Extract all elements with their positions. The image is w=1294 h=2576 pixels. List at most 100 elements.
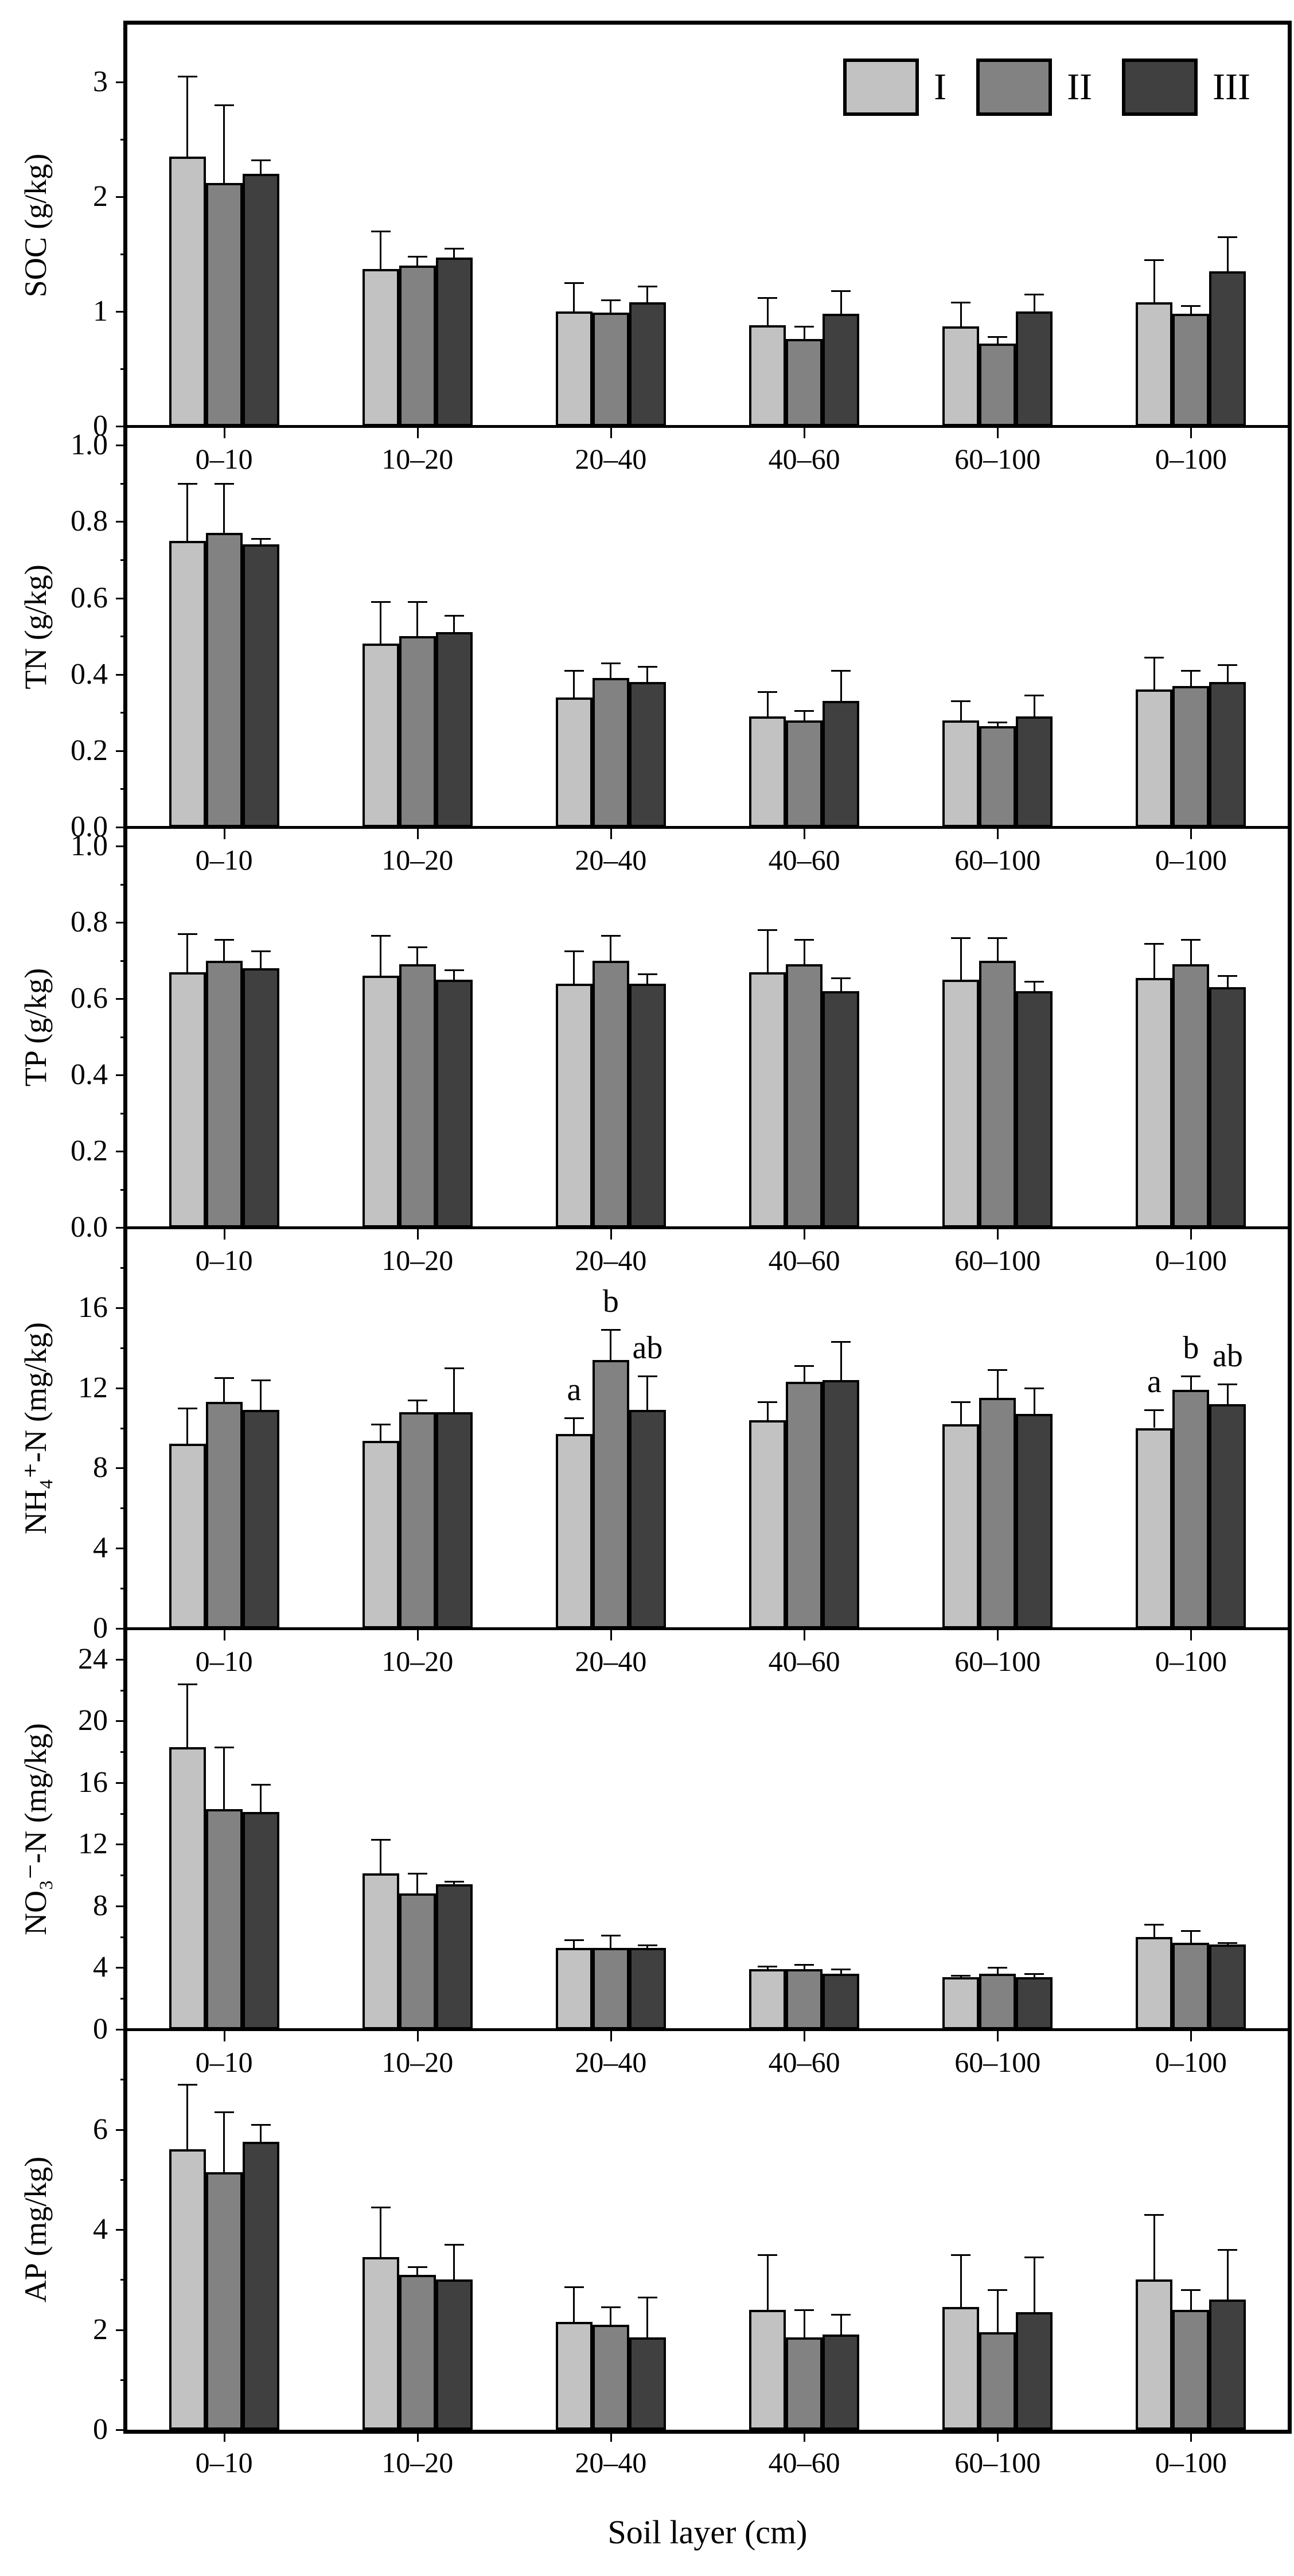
- y-axis-minor-tick: [120, 139, 127, 141]
- error-bar-cap: [831, 1341, 851, 1343]
- error-bar-cap: [371, 231, 391, 232]
- y-axis-tick-label: 4: [93, 2213, 108, 2246]
- error-bar-stem: [416, 2267, 419, 2275]
- error-bar-cap: [1181, 1930, 1201, 1932]
- bar-i-10–20: [362, 976, 399, 1227]
- x-axis-category-label: 0–10: [195, 443, 253, 475]
- y-axis-tick-label: 16: [78, 1291, 108, 1324]
- significance-letter: ab: [1212, 1338, 1243, 1374]
- y-axis-title: NH₄⁺-N (mg/kg): [18, 1322, 53, 1534]
- error-bar-stem: [840, 291, 842, 314]
- bar-i-60–100: [942, 326, 980, 426]
- significance-letter: a: [567, 1372, 582, 1408]
- x-axis-tick: [997, 2431, 999, 2442]
- legend-swatch-icon: [1122, 59, 1198, 116]
- y-axis-tick-label: 12: [78, 1827, 108, 1861]
- error-bar-stem: [416, 1400, 419, 1412]
- error-bar-stem: [1033, 1388, 1035, 1414]
- bar-i-40–60: [749, 325, 786, 426]
- error-bar-cap: [371, 1839, 391, 1841]
- bar-ii-40–60: [786, 339, 823, 426]
- y-axis-tick-label: 16: [78, 1766, 108, 1799]
- error-bar-cap: [251, 2123, 271, 2126]
- error-bar-cap: [758, 691, 778, 693]
- y-axis-tick: [116, 1548, 127, 1550]
- x-axis-tick: [610, 2031, 612, 2041]
- error-bar-stem: [186, 483, 189, 541]
- error-bar-cap: [794, 710, 814, 712]
- bar-iii-0–100: [1209, 2300, 1246, 2430]
- bar-iii-20–40: [629, 1947, 666, 2029]
- error-bar-cap: [794, 2309, 814, 2311]
- error-bar-cap: [601, 1329, 621, 1331]
- error-bar-cap: [1181, 670, 1201, 672]
- error-bar-stem: [840, 977, 842, 991]
- bar-ii-40–60: [786, 1382, 823, 1628]
- error-bar-cap: [1144, 656, 1164, 658]
- error-bar-cap: [758, 1401, 778, 1404]
- y-axis-tick-label: 8: [93, 1889, 108, 1922]
- y-axis-tick-label: 0: [93, 410, 108, 442]
- error-bar-cap: [1024, 1387, 1044, 1389]
- bar-i-20–40: [555, 311, 593, 426]
- legend-item-ii: II: [976, 59, 1092, 116]
- y-axis-tick: [116, 845, 127, 848]
- x-axis-tick: [610, 428, 612, 438]
- y-axis-tick: [116, 81, 127, 83]
- y-axis-minor-tick: [120, 2279, 127, 2281]
- bar-ii-20–40: [592, 678, 629, 827]
- error-bar-stem: [646, 286, 649, 302]
- error-bar-stem: [646, 667, 649, 683]
- y-axis-minor-tick: [120, 1689, 127, 1692]
- x-axis-category-label: 40–60: [768, 2446, 840, 2478]
- error-bar-stem: [380, 1424, 382, 1441]
- error-bar-cap: [444, 1880, 464, 1883]
- error-bar-cap: [407, 601, 427, 603]
- error-bar-cap: [1218, 1942, 1238, 1944]
- error-bar-stem: [1033, 695, 1035, 716]
- error-bar-stem: [453, 1367, 455, 1412]
- y-axis-tick-label: 0: [93, 2413, 108, 2446]
- x-axis-category-label: 60–100: [954, 1645, 1041, 1677]
- y-axis-minor-tick: [120, 254, 127, 255]
- y-axis-title: AP (mg/kg): [18, 2156, 53, 2303]
- y-axis-tick-label: 1.0: [71, 428, 108, 462]
- panel-axis-line: [127, 1226, 1288, 1229]
- x-axis-category-label: 0–100: [1155, 1645, 1227, 1677]
- error-bar-cap: [601, 662, 621, 664]
- bar-i-10–20: [362, 269, 399, 426]
- error-bar-cap: [564, 1417, 584, 1420]
- error-bar-cap: [831, 290, 851, 292]
- bar-ii-0–10: [205, 960, 243, 1227]
- error-bar-stem: [573, 951, 575, 984]
- bar-iii-0–100: [1209, 1404, 1246, 1628]
- bar-iii-40–60: [823, 701, 860, 827]
- bar-iii-0–10: [242, 2142, 279, 2430]
- error-bar-cap: [637, 1944, 657, 1947]
- error-bar-stem: [416, 602, 419, 637]
- x-axis-tick: [804, 1630, 806, 1640]
- y-axis-minor-tick: [120, 1347, 127, 1349]
- bar-i-0–100: [1136, 1428, 1173, 1628]
- x-axis-tick: [804, 829, 806, 839]
- y-axis-tick-label: 0.6: [71, 982, 108, 1015]
- x-axis-tick: [997, 428, 999, 438]
- error-bar-stem: [1226, 2249, 1229, 2300]
- bar-i-10–20: [362, 2257, 399, 2430]
- bar-i-20–40: [555, 1947, 593, 2029]
- x-axis-tick: [804, 1229, 806, 1240]
- y-axis-minor-tick: [120, 788, 127, 790]
- significance-letter: a: [1147, 1364, 1162, 1400]
- bar-iii-60–100: [1016, 991, 1053, 1227]
- x-axis-category-label: 60–100: [954, 443, 1041, 475]
- bar-i-60–100: [942, 2307, 980, 2430]
- y-axis-tick-label: 0.2: [71, 1135, 108, 1168]
- error-bar-stem: [996, 722, 999, 726]
- error-bar-cap: [564, 670, 584, 672]
- bar-ii-0–10: [205, 183, 243, 426]
- y-axis-tick-label: 0.8: [71, 505, 108, 538]
- bar-iii-20–40: [629, 2337, 666, 2430]
- error-bar-stem: [1190, 940, 1192, 965]
- x-axis-category-label: 0–100: [1155, 443, 1227, 475]
- error-bar-cap: [601, 1935, 621, 1936]
